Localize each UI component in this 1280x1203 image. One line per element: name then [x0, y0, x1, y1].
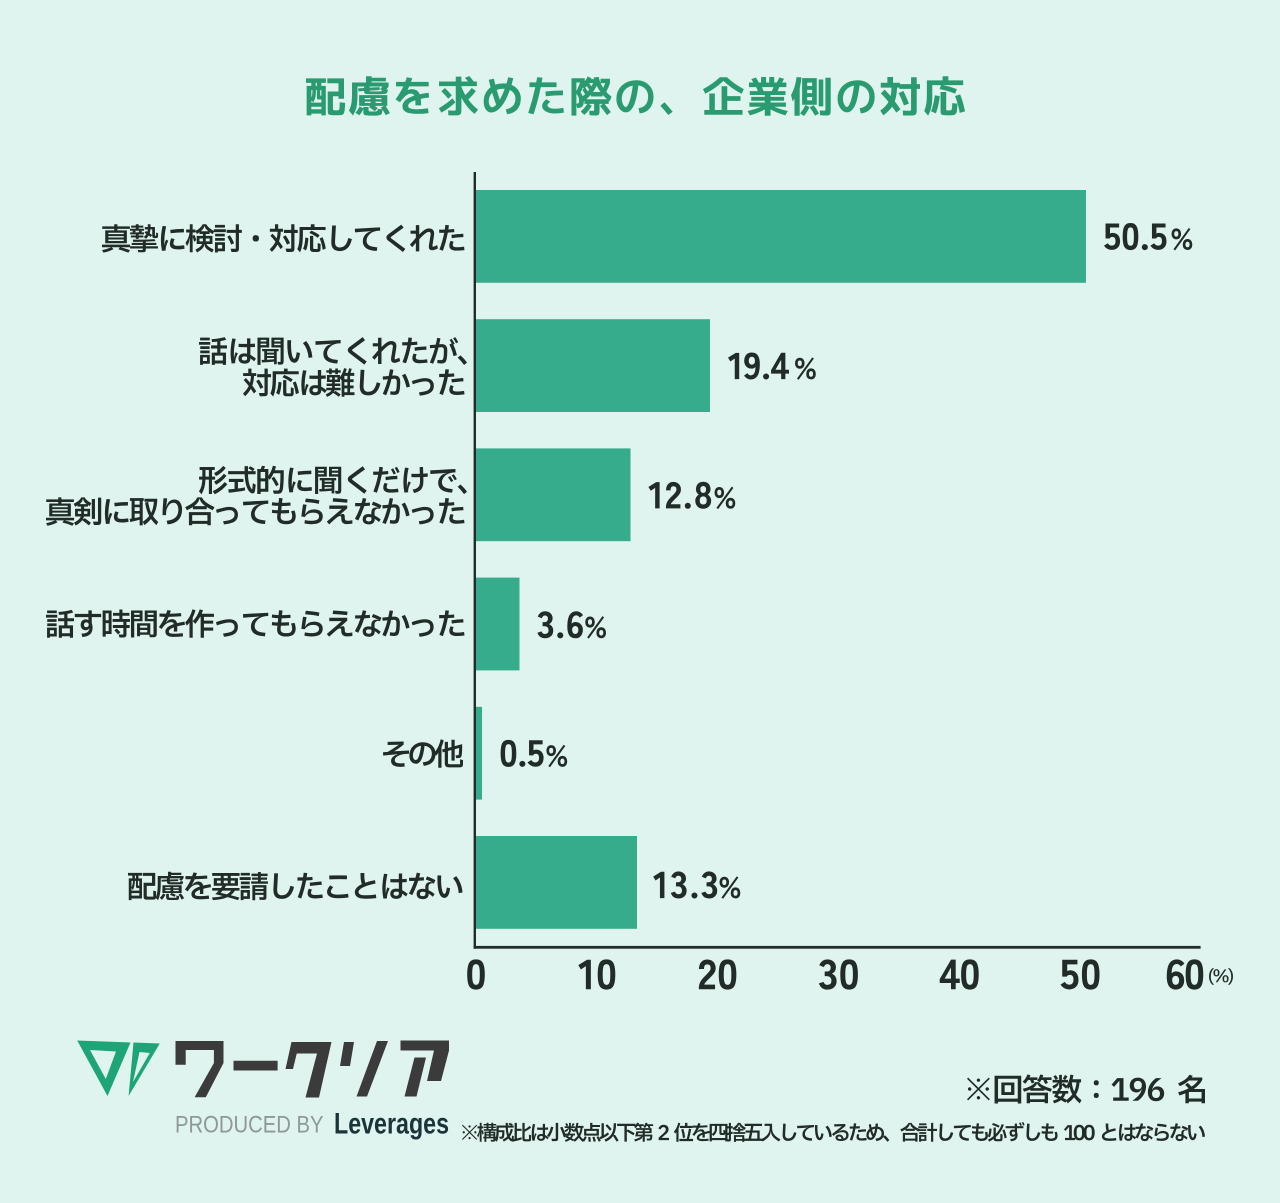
svg-text:Leverages: Leverages	[334, 1108, 449, 1141]
svg-text:PRODUCED BY: PRODUCED BY	[175, 1112, 324, 1139]
